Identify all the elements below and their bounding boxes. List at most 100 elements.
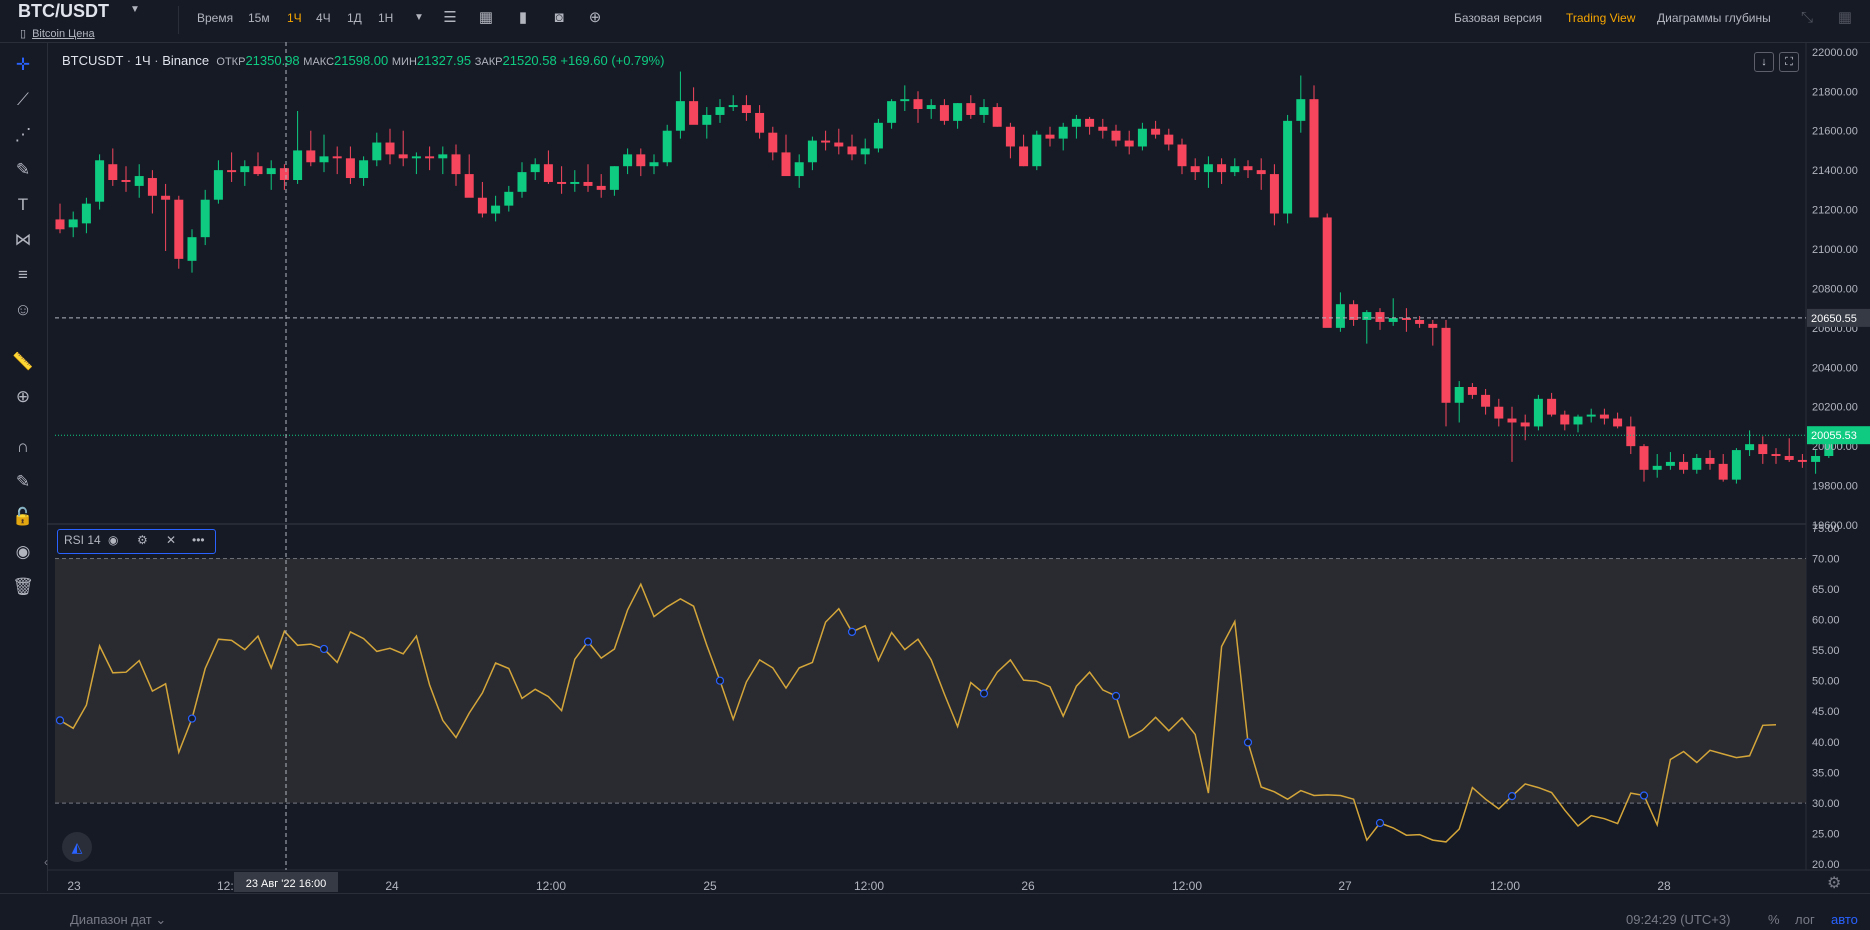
layout-grid-icon[interactable]: ▦ (1837, 9, 1853, 26)
candle-body (1679, 461, 1689, 470)
brush-icon[interactable]: ✎ (15, 160, 31, 179)
rsi-tick-label: 65.00 (1812, 584, 1840, 596)
view-basic[interactable]: Базовая версия (1454, 11, 1542, 25)
price-tick-label: 20800.00 (1812, 283, 1858, 295)
candle-body (1626, 426, 1636, 447)
candle-body (1560, 414, 1570, 425)
bottom-bar: Диапазон дат ⌄ 09:24:29 (UTC+3) % лог ав… (0, 893, 1870, 930)
more-icon[interactable]: ••• (192, 533, 205, 547)
candle-body (979, 107, 989, 115)
zoom-in-icon[interactable]: ⊕ (15, 387, 31, 406)
tradingview-logo-icon[interactable]: ◭ (62, 832, 92, 862)
forecast-icon[interactable]: ≡ (18, 265, 28, 284)
lock-icon[interactable]: 🔓 (12, 507, 34, 526)
view-trading-view[interactable]: Trading View (1566, 11, 1636, 25)
timeframe-15m[interactable]: 15м (248, 11, 270, 25)
candle-body (992, 107, 1002, 127)
symbol-info[interactable]: ▯ Bitcoin Цена (20, 27, 95, 40)
timeframe-time[interactable]: Время (197, 11, 234, 25)
collapse-icon[interactable]: ⤡ (1800, 9, 1813, 26)
log-toggle[interactable]: лог (1795, 912, 1815, 927)
time-tick-label: 27 (1338, 879, 1352, 893)
candle-body (1665, 461, 1675, 466)
eye-icon[interactable]: ◉ (108, 533, 119, 547)
view-depth-chart[interactable]: Диаграммы глубины (1657, 11, 1771, 25)
rsi-tick-label: 75.00 (1812, 523, 1840, 535)
close-icon[interactable]: ✕ (166, 533, 177, 547)
chevron-down-icon[interactable]: ▼ (414, 12, 424, 23)
symbol-subtitle-link[interactable]: Bitcoin Цена (32, 28, 95, 40)
candle-body (266, 168, 276, 175)
candle-body (847, 146, 857, 155)
candle-body (1309, 99, 1319, 218)
candle-body (240, 166, 250, 173)
timeframe-1h[interactable]: 1Ч (287, 11, 302, 25)
percent-toggle[interactable]: % (1768, 912, 1780, 927)
candle-body (1256, 170, 1266, 175)
candle-body (121, 180, 131, 182)
symbol-selector[interactable]: BTC/USDT (18, 1, 109, 21)
candle-body (306, 150, 316, 163)
lock-drawing-icon[interactable]: ✎ (15, 472, 31, 491)
magnet-icon[interactable]: ∩ (16, 437, 30, 456)
gear-icon[interactable]: ⚙ (137, 533, 148, 547)
rsi-axis: 75.00 70.00 65.00 60.00 55.00 50.00 45.00 40.00… (1812, 523, 1840, 871)
rsi-legend[interactable]: RSI 14 ◉ ⚙ ✕ ••• (57, 529, 216, 554)
candle-body (174, 199, 184, 259)
collapse-left-icon[interactable]: ‹ (44, 855, 48, 869)
timeframe-1d[interactable]: 1Д (347, 11, 362, 25)
rsi-tick-label: 60.00 (1812, 615, 1840, 627)
scroll-down-icon[interactable]: ↓ (1754, 52, 1774, 72)
eye-icon[interactable]: ◉ (15, 542, 31, 561)
legend-pair: BTCUSDT (62, 53, 124, 68)
trend-line-icon[interactable]: ⟋ (17, 90, 29, 109)
candle-body (1137, 128, 1147, 147)
candle-body (900, 99, 910, 102)
gear-icon[interactable]: ⚙ (1827, 875, 1842, 892)
add-icon[interactable]: ⊕ (588, 9, 602, 26)
indicators-icon[interactable]: ▦ (478, 9, 494, 26)
text-icon[interactable]: T (17, 195, 29, 214)
candle-body (1177, 144, 1187, 167)
crosshair-icon[interactable]: ✛ (15, 55, 31, 74)
candle-body (504, 191, 514, 206)
fullscreen-icon[interactable]: ⛶ (1779, 52, 1799, 72)
candle-body (1230, 166, 1240, 173)
timeframe-1w[interactable]: 1Н (378, 11, 394, 25)
candle-body (873, 122, 883, 149)
candle-body (464, 174, 474, 198)
timeframe-4h[interactable]: 4Ч (316, 11, 331, 25)
chart-type-icon[interactable]: ▮ (518, 9, 528, 26)
candle-body (1573, 416, 1583, 425)
auto-toggle[interactable]: авто (1831, 912, 1858, 927)
legend-open-label: ОТКР (216, 56, 246, 68)
candle-body (1481, 394, 1491, 407)
candle-body (187, 237, 197, 261)
candle-body (1428, 323, 1438, 328)
candle-body (477, 197, 487, 214)
pattern-icon[interactable]: ⋈ (14, 230, 32, 249)
candle-body (887, 101, 897, 123)
emoji-icon[interactable]: ☺ (14, 300, 32, 319)
candle-body (411, 156, 421, 159)
candle-body (702, 114, 712, 125)
rsi-tick-label: 40.00 (1812, 737, 1840, 749)
candle-body (425, 156, 435, 159)
candle-body (1401, 318, 1411, 320)
price-chart[interactable]: 22000.00 21800.00 21600.00 21400.00 21200.00… (0, 0, 1870, 893)
crosshair-price-label: 20650.55 (1811, 313, 1857, 325)
camera-icon[interactable]: ◙ (554, 9, 564, 26)
rsi-marker (847, 627, 857, 636)
candle-body (557, 181, 567, 184)
candle-body (755, 112, 765, 133)
rsi-marker (1111, 691, 1121, 701)
chevron-down-icon[interactable]: ▼ (130, 4, 140, 15)
candle-body (768, 132, 778, 153)
trash-icon[interactable]: 🗑 (12, 577, 34, 596)
settings-sliders-icon[interactable]: ☰ (443, 9, 457, 26)
fib-icon[interactable]: ⋰ (14, 125, 32, 144)
ruler-icon[interactable]: 📏 (12, 352, 34, 371)
date-range-button[interactable]: Диапазон дат ⌄ (70, 912, 167, 927)
rsi-band (55, 558, 1806, 803)
candle-body (451, 154, 461, 175)
